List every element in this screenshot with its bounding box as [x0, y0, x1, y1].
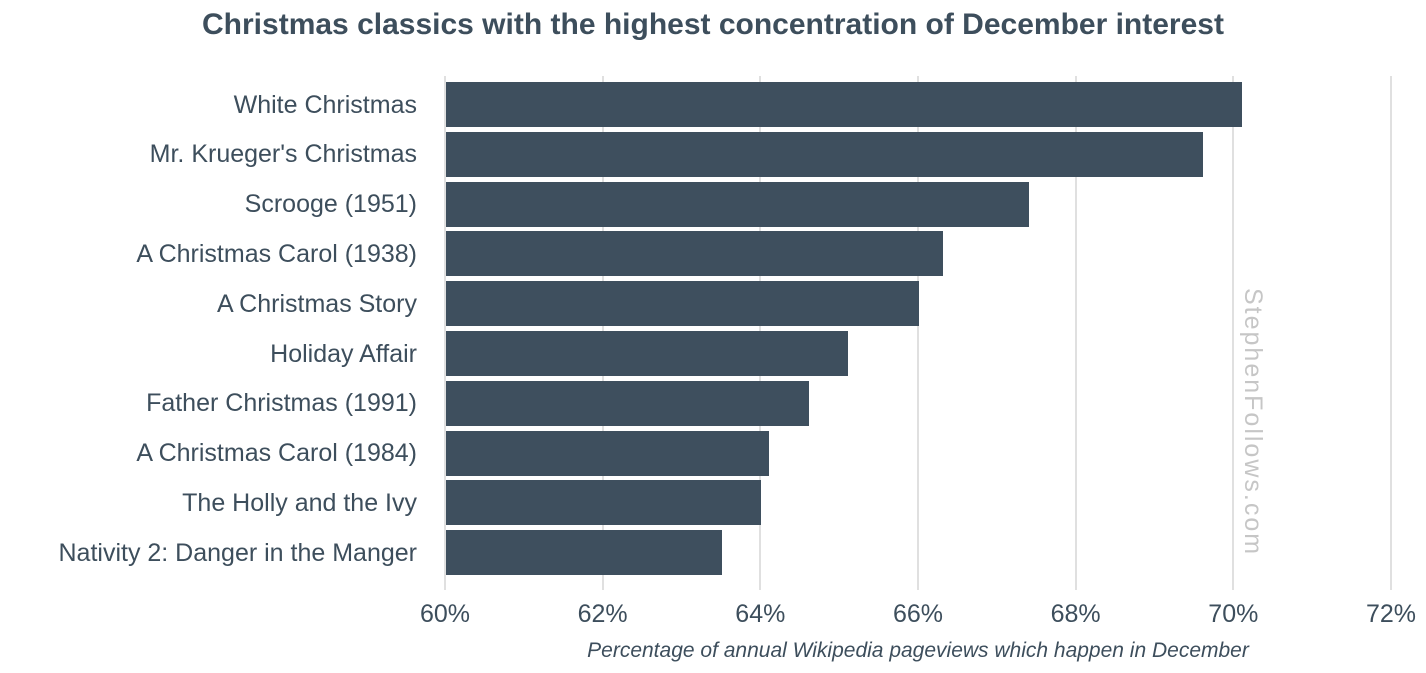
- bar: [446, 331, 849, 376]
- category-label: Father Christmas (1991): [146, 389, 417, 418]
- x-tick-label: 70%: [1208, 600, 1259, 628]
- category-label: Mr. Krueger's Christmas: [149, 140, 417, 169]
- watermark-text: StephenFollows.com: [1239, 288, 1267, 557]
- gridline: [1074, 76, 1077, 590]
- x-axis-label: Percentage of annual Wikipedia pageviews…: [587, 639, 1249, 662]
- gridline: [1232, 76, 1235, 590]
- plot-area: [444, 76, 1392, 590]
- x-tick-label: 66%: [892, 600, 944, 628]
- category-label: White Christmas: [233, 90, 417, 119]
- category-label: Holiday Affair: [270, 339, 417, 368]
- x-tick-label: 62%: [577, 600, 628, 628]
- bar: [446, 82, 1243, 127]
- category-label: A Christmas Carol (1984): [136, 439, 417, 468]
- bar: [446, 380, 809, 426]
- bar: [446, 231, 943, 277]
- x-tick-label: 60%: [419, 600, 471, 628]
- bar: [446, 530, 722, 576]
- gridline: [444, 76, 446, 590]
- category-label: The Holly and the Ivy: [182, 488, 417, 517]
- category-label: Nativity 2: Danger in the Manger: [58, 538, 417, 567]
- x-tick-label: 68%: [1050, 600, 1101, 628]
- gridline: [1390, 76, 1392, 590]
- bar: [446, 281, 919, 327]
- category-label: Scrooge (1951): [244, 190, 417, 219]
- gridline: [917, 76, 919, 590]
- x-tick-label: 64%: [735, 600, 786, 628]
- category-label: A Christmas Carol (1938): [136, 239, 417, 268]
- bar: [446, 131, 1203, 177]
- bar: [446, 181, 1030, 227]
- chart-title: Christmas classics with the highest conc…: [202, 8, 1224, 41]
- bar: [446, 480, 762, 526]
- category-label: A Christmas Story: [216, 289, 417, 318]
- x-tick-label: 72%: [1365, 600, 1417, 628]
- bar: [446, 430, 770, 476]
